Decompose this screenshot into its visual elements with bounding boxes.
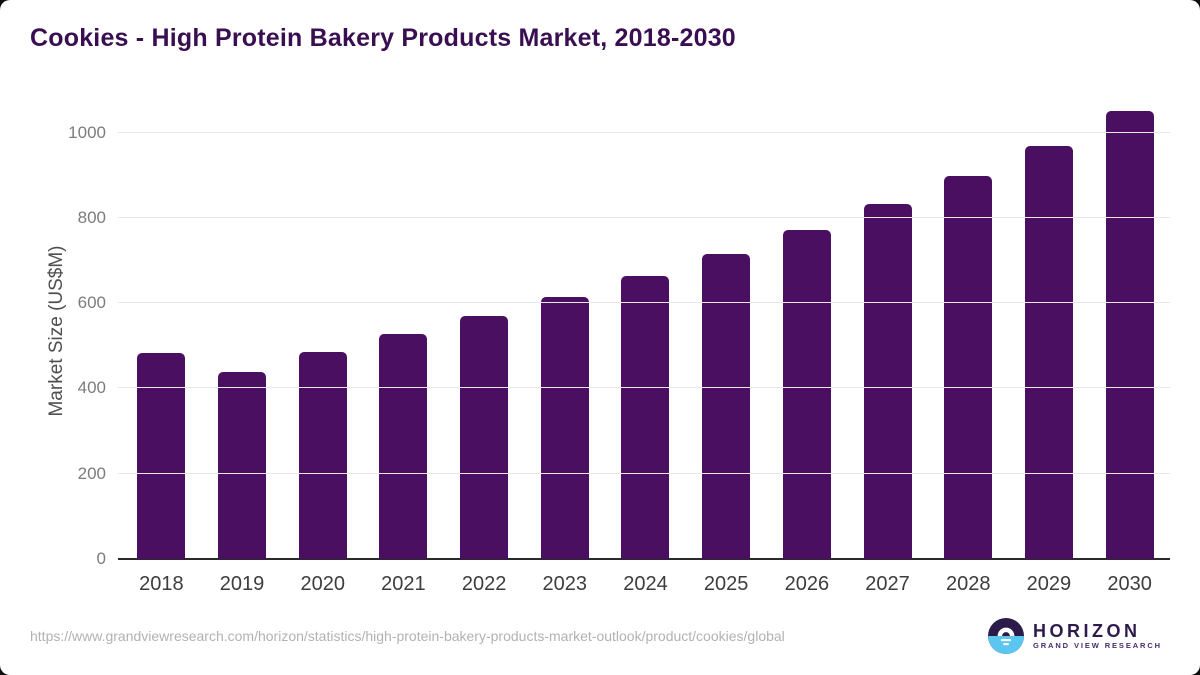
bar-2026[interactable] xyxy=(782,230,831,559)
bar-slot: 2027 xyxy=(847,99,928,595)
plot-area: 2018 2019 2020 2021 2022 2023 2024 2025 2026 2027… xyxy=(68,99,1170,595)
bar-2028[interactable] xyxy=(944,176,993,559)
bar-2018[interactable] xyxy=(137,353,186,559)
logo-subtitle: GRAND VIEW RESEARCH xyxy=(1032,641,1162,650)
y-tick-label: 1000 xyxy=(68,122,106,142)
bar-slot: 2028 xyxy=(928,99,1009,595)
y-tick-label: 600 xyxy=(77,293,106,313)
x-tick-label: 2030 xyxy=(1107,573,1152,595)
bar-slot: 2022 xyxy=(444,99,525,595)
y-axis-title: Market Size (US$M) xyxy=(46,245,67,417)
x-tick-label: 2018 xyxy=(139,573,184,595)
page-title: Cookies - High Protein Bakery Products M… xyxy=(30,24,736,52)
gridline xyxy=(118,302,1170,304)
horizon-logo: HORIZON GRAND VIEW RESEARCH xyxy=(987,618,1162,654)
bar-slots: 2018 2019 2020 2021 2022 2023 2024 2025 2026 2027… xyxy=(121,99,1170,595)
x-tick-label: 2020 xyxy=(300,573,345,595)
horizon-logo-icon xyxy=(987,618,1024,654)
x-axis-line xyxy=(118,558,1170,560)
bar-2029[interactable] xyxy=(1024,146,1073,559)
bar-2020[interactable] xyxy=(298,351,347,559)
bar-2024[interactable] xyxy=(621,276,670,559)
bar-2027[interactable] xyxy=(863,203,912,559)
source-url: https://www.grandviewresearch.com/horizo… xyxy=(30,628,785,644)
x-tick-label: 2019 xyxy=(219,573,265,595)
bar-slot: 2018 xyxy=(121,99,202,595)
x-tick-label: 2022 xyxy=(461,573,507,595)
gridline xyxy=(118,472,1170,474)
x-tick-label: 2021 xyxy=(381,573,426,595)
bar-slot: 2025 xyxy=(686,99,767,595)
x-tick-label: 2029 xyxy=(1026,573,1072,595)
x-tick-label: 2026 xyxy=(784,573,830,595)
bar-slot: 2020 xyxy=(282,99,363,595)
x-tick-label: 2028 xyxy=(945,573,991,595)
bar-2030[interactable] xyxy=(1105,111,1154,559)
x-tick-label: 2023 xyxy=(542,573,588,595)
y-tick-label: 0 xyxy=(96,549,106,568)
bar-slot: 2030 xyxy=(1089,99,1170,595)
y-tick-label: 400 xyxy=(77,378,106,398)
bar-slot: 2029 xyxy=(1009,99,1090,595)
bar-slot: 2019 xyxy=(202,99,283,595)
bar-2025[interactable] xyxy=(702,253,751,559)
bar-2023[interactable] xyxy=(540,296,589,559)
bar-slot: 2024 xyxy=(605,99,686,595)
gridline xyxy=(118,216,1170,218)
x-tick-label: 2024 xyxy=(623,573,668,595)
gridline xyxy=(118,387,1170,389)
bar-2019[interactable] xyxy=(218,371,267,559)
bar-2022[interactable] xyxy=(460,316,509,559)
x-tick-label: 2027 xyxy=(865,573,910,595)
bar-slot: 2026 xyxy=(767,99,848,595)
x-tick-label: 2025 xyxy=(703,573,749,595)
y-tick-label: 800 xyxy=(77,207,106,227)
bar-slot: 2021 xyxy=(363,99,444,595)
logo-title: HORIZON xyxy=(1032,621,1141,641)
gridline xyxy=(118,131,1170,133)
bar-slot: 2023 xyxy=(524,99,605,595)
y-tick-label: 200 xyxy=(77,463,106,483)
bar-2021[interactable] xyxy=(379,334,428,559)
